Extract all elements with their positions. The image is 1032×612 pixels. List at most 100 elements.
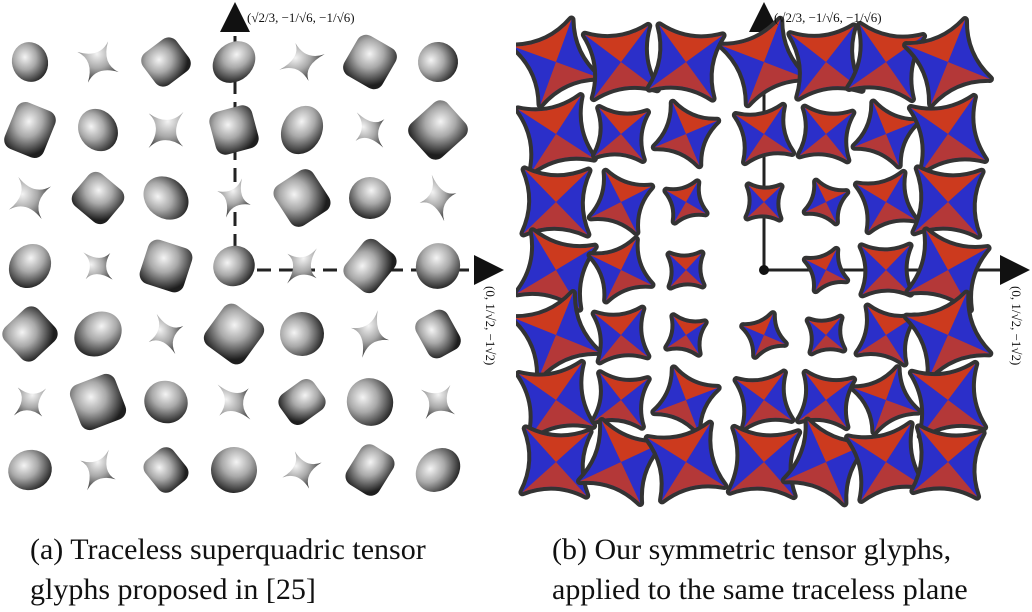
glyph: [906, 92, 990, 176]
glyph: [211, 447, 257, 493]
glyph: [415, 448, 461, 492]
glyph: [419, 174, 457, 222]
glyph: [148, 112, 184, 148]
glyph: [794, 368, 858, 432]
glyph: [804, 313, 848, 357]
glyph: [2, 306, 58, 362]
glyph: [786, 22, 866, 102]
glyph: [273, 169, 331, 227]
glyph: [516, 227, 599, 313]
glyph: [739, 310, 789, 360]
glyph: [662, 178, 710, 226]
glyph: [421, 385, 455, 419]
glyph: [586, 235, 656, 305]
glyph: [282, 451, 322, 489]
glyph: [663, 312, 709, 358]
glyph: [743, 181, 785, 223]
glyph: [143, 176, 189, 220]
glyph: [78, 108, 118, 152]
glyph: [83, 252, 113, 280]
glyph: [278, 379, 326, 425]
caption-a-line1: (a) Traceless superquadric tensor: [30, 533, 426, 566]
panel-a: (√2/3, −1/√6, −1/√6) (0, 1/√2, −1√2): [0, 0, 516, 520]
glyph: [909, 423, 987, 501]
glyph: [346, 378, 394, 426]
glyph: [280, 312, 324, 356]
glyph: [213, 245, 255, 287]
glyph: [349, 177, 391, 219]
glyph: [907, 359, 989, 441]
glyph: [144, 380, 188, 424]
vertical-axis-label: (√2/3, −1/√6, −1/√6): [247, 10, 355, 25]
glyph: [580, 21, 662, 103]
glyph: [590, 369, 652, 431]
glyph: [74, 311, 122, 357]
glyph: [280, 105, 324, 155]
glyph: [209, 105, 259, 155]
caption-a: (a) Traceless superquadric tensor glyphs…: [30, 530, 426, 610]
glyph: [575, 416, 667, 508]
glyph: [590, 103, 652, 165]
glyph: [217, 178, 251, 218]
glyph: [71, 171, 125, 225]
glyph: [801, 177, 851, 227]
panel-a-glyph-grid: [2, 34, 468, 496]
horizontal-axis-label: (0, 1/√2, −1√2): [483, 286, 498, 365]
glyph: [355, 112, 385, 148]
glyph: [69, 373, 127, 431]
panel-b-glyph-grid: [516, 15, 994, 508]
glyph: [795, 103, 857, 165]
glyph: [904, 226, 992, 314]
glyph: [519, 165, 593, 239]
glyph: [139, 239, 193, 293]
panel-b-figure: (√2/3, −1/√6, −1/√6) (0, 1/√2, −1√2): [516, 2, 1030, 508]
glyph: [350, 310, 390, 358]
glyph: [8, 243, 52, 289]
glyph: [8, 449, 52, 491]
glyph: [343, 238, 397, 294]
glyph: [643, 419, 729, 505]
glyph: [650, 98, 722, 170]
origin-dot: [759, 265, 769, 275]
caption-b: (b) Our symmetric tensor glyphs, applied…: [552, 530, 968, 610]
glyph: [645, 21, 727, 103]
glyph: [203, 303, 265, 365]
glyph: [141, 37, 191, 87]
glyph: [13, 387, 47, 417]
caption-b-line1: (b) Our symmetric tensor glyphs,: [552, 533, 952, 566]
glyph: [143, 447, 189, 493]
glyph: [11, 42, 49, 82]
glyph: [902, 16, 994, 108]
caption-b-line2: applied to the same traceless plane: [552, 573, 968, 606]
glyph: [77, 41, 119, 83]
glyph: [148, 314, 184, 354]
glyph: [586, 167, 656, 237]
glyph: [902, 289, 994, 381]
panel-b: (√2/3, −1/√6, −1/√6) (0, 1/√2, −1√2): [516, 0, 1032, 520]
glyph: [853, 302, 919, 368]
glyph: [850, 364, 922, 436]
glyph: [590, 304, 652, 366]
glyph: [801, 245, 851, 295]
glyph: [516, 92, 598, 176]
glyph: [4, 101, 56, 159]
panel-a-figure: (√2/3, −1/√6, −1/√6) (0, 1/√2, −1√2): [2, 2, 504, 496]
horizontal-axis-label: (0, 1/√2, −1√2): [1009, 286, 1024, 365]
glyph: [9, 177, 51, 219]
glyph: [850, 98, 922, 170]
glyph: [415, 243, 461, 289]
glyph: [408, 100, 468, 160]
glyph: [212, 41, 256, 83]
glyph: [910, 164, 986, 240]
glyph: [665, 249, 707, 291]
glyph: [852, 168, 920, 236]
glyph: [857, 241, 915, 299]
glyph: [731, 101, 797, 167]
glyph: [80, 449, 116, 491]
glyph: [418, 42, 458, 82]
caption-a-line2: glyphs proposed in [25]: [30, 573, 316, 606]
glyph: [415, 309, 461, 359]
glyph: [343, 34, 397, 90]
glyph: [345, 444, 395, 496]
glyph: [844, 20, 928, 104]
